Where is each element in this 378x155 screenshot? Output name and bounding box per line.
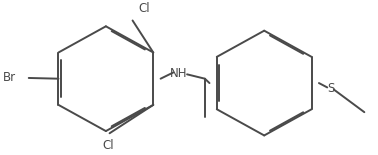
- Text: Br: Br: [3, 71, 16, 84]
- Text: S: S: [327, 82, 335, 95]
- Text: Cl: Cl: [138, 2, 150, 15]
- Text: NH: NH: [170, 67, 187, 80]
- Text: Cl: Cl: [102, 139, 114, 152]
